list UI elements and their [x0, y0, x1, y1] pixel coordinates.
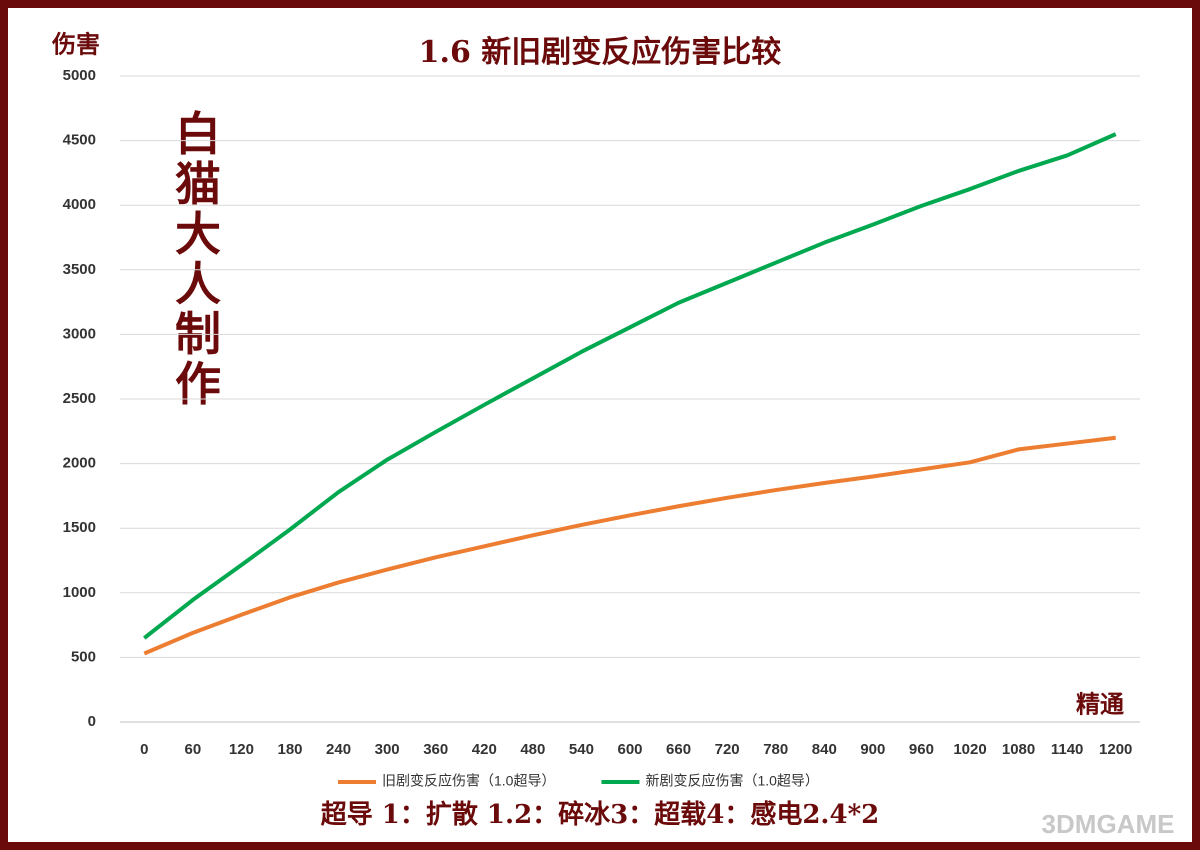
legend-label: 新剧变反应伤害（1.0超导）	[645, 773, 818, 789]
legend-label: 旧剧变反应伤害（1.0超导）	[382, 773, 555, 789]
x-tick-label: 600	[617, 741, 642, 758]
y-tick-label: 4000	[63, 196, 96, 213]
chart-title: 1.6 新旧剧变反应伤害比较	[419, 35, 782, 70]
x-tick-label: 420	[472, 741, 497, 758]
x-tick-label: 1020	[953, 741, 986, 758]
x-tick-label: 60	[185, 741, 202, 758]
x-tick-label: 180	[277, 741, 302, 758]
y-tick-label: 2500	[63, 390, 96, 407]
y-tick-label: 1500	[63, 519, 96, 536]
chart: 1.6 新旧剧变反应伤害比较 伤害 精通 超导 1：扩散 1.2：碎冰3：超载4…	[51, 30, 1175, 839]
logo: 3DMGAME	[1042, 809, 1175, 839]
x-tick-label: 540	[569, 741, 594, 758]
x-tick-label: 720	[715, 741, 740, 758]
series-line	[143, 132, 1117, 640]
y-tick-label: 0	[88, 713, 96, 730]
y-axis-label: 伤害	[51, 30, 100, 59]
x-tick-label: 660	[666, 741, 691, 758]
y-tick-label: 2000	[63, 455, 96, 472]
x-tick-label: 960	[909, 741, 934, 758]
x-tick-label: 1080	[1002, 741, 1035, 758]
x-tick-label: 1200	[1099, 741, 1132, 758]
series-line	[143, 435, 1116, 656]
footnote: 超导 1：扩散 1.2：碎冰3：超载4：感电2.4*2	[321, 800, 880, 830]
x-tick-label: 240	[326, 741, 351, 758]
y-tick-label: 3000	[63, 325, 96, 342]
y-tick-label: 500	[71, 648, 96, 665]
x-tick-label: 1140	[1051, 741, 1084, 758]
y-tick-label: 4500	[63, 132, 96, 149]
x-tick-label: 120	[229, 741, 254, 758]
watermark: 白猫大人制作	[175, 107, 221, 411]
x-tick-label: 360	[423, 741, 448, 758]
x-tick-label: 780	[763, 741, 788, 758]
x-axis-label: 精通	[1076, 690, 1124, 719]
x-tick-label: 300	[375, 741, 400, 758]
x-tick-label: 480	[520, 741, 545, 758]
y-tick-label: 3500	[63, 261, 96, 278]
y-tick-label: 1000	[63, 584, 96, 601]
x-tick-label: 0	[140, 741, 148, 758]
y-tick-label: 5000	[63, 67, 96, 84]
x-tick-label: 840	[812, 741, 837, 758]
x-tick-label: 900	[860, 741, 885, 758]
